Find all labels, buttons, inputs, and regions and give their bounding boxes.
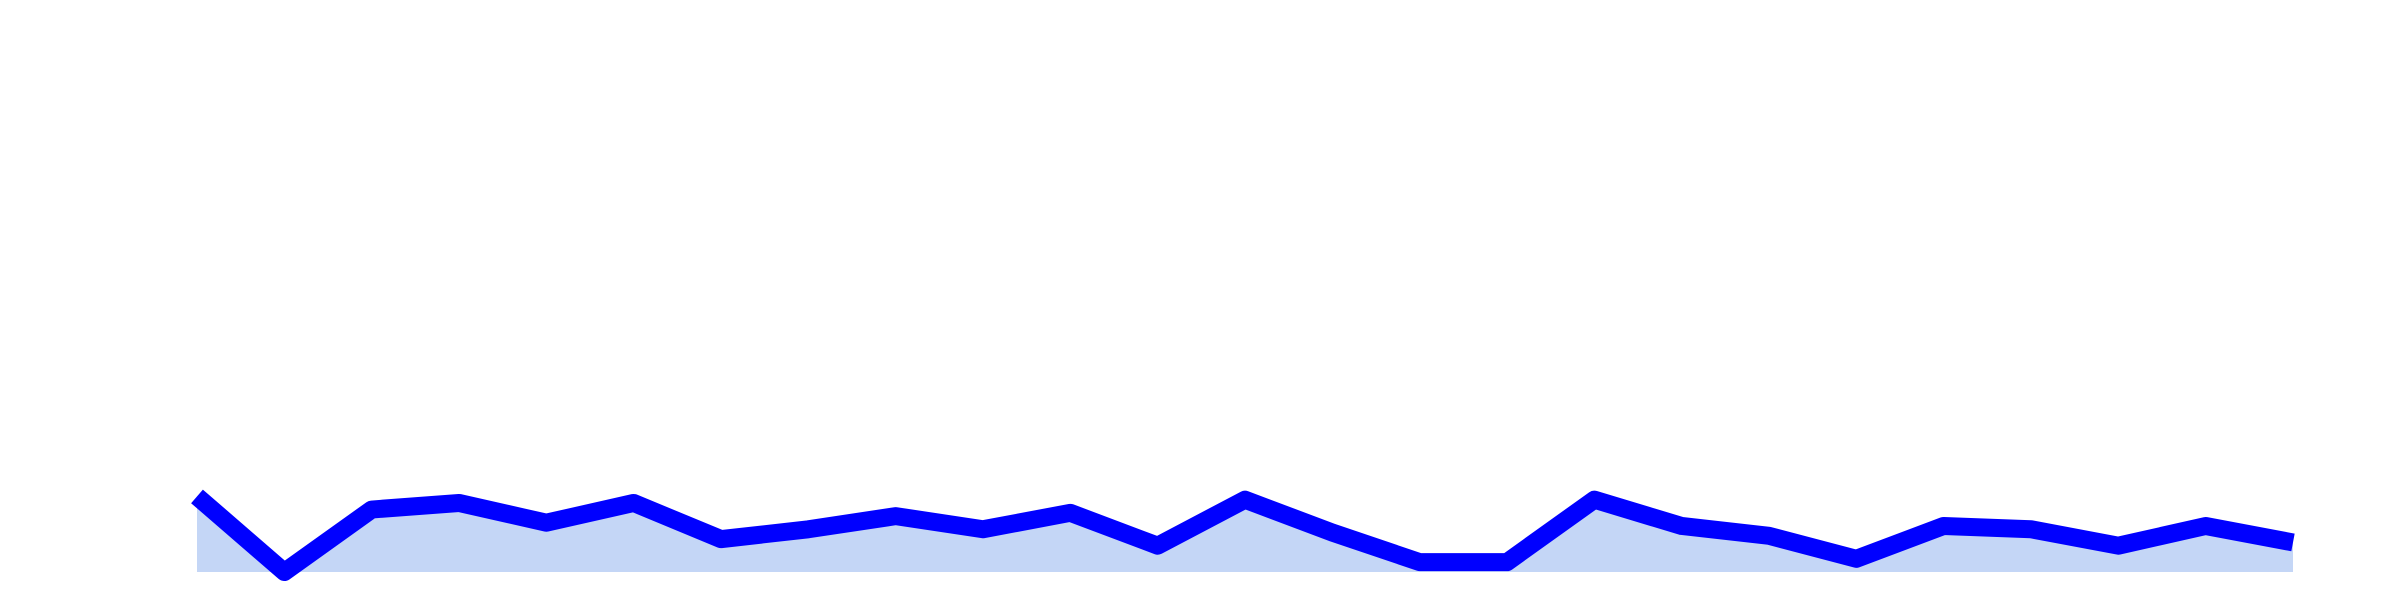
area-fill (197, 496, 2293, 572)
line-layer (191, 489, 2295, 581)
area-layer (197, 496, 2293, 572)
series-line (191, 489, 2295, 581)
